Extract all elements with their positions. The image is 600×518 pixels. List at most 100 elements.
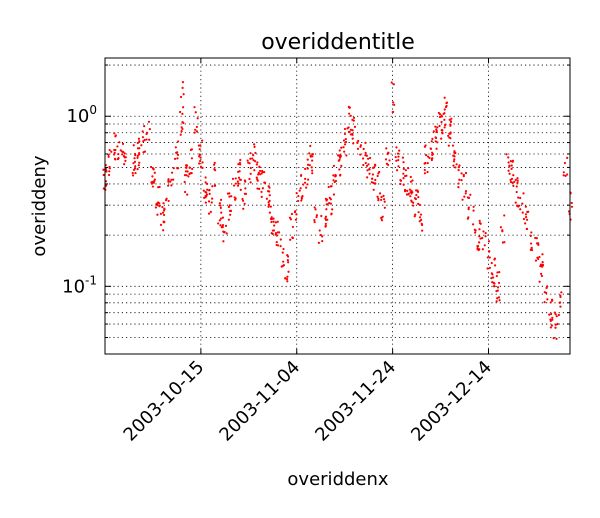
data-point-dot [369, 156, 372, 160]
data-point-dot [366, 176, 369, 179]
data-point [241, 179, 248, 210]
data-point [327, 185, 334, 216]
data-point-dot [220, 211, 223, 214]
data-point-dot [293, 211, 297, 214]
data-point-dot [378, 192, 382, 195]
data-point-dot [123, 163, 126, 166]
data-point-dot [152, 168, 155, 171]
data-point-dot [276, 244, 280, 247]
data-point-dot [380, 198, 383, 202]
data-point-dot [516, 181, 519, 184]
data-point-dot [198, 148, 201, 151]
data-point-dot [181, 81, 185, 84]
data-point-dot [448, 136, 451, 139]
data-point-dot [521, 211, 524, 214]
data-point-dot [387, 163, 390, 166]
data-point-dot [124, 159, 127, 162]
data-point-dot [562, 171, 565, 174]
data-point-dot [484, 231, 487, 235]
data-point-dot [252, 154, 255, 157]
data-point-dot [474, 229, 477, 232]
data-point [236, 158, 242, 191]
data-point-dot [244, 180, 247, 183]
data-point-dot [204, 201, 207, 204]
data-point-dot [493, 257, 497, 260]
data-point-dot [514, 178, 517, 181]
data-point-dot [406, 189, 409, 192]
data-point-dot [132, 144, 135, 147]
data-point-dot [253, 143, 256, 146]
data-point-dot [339, 156, 342, 159]
data-point-dot [185, 174, 188, 177]
data-point-dot [195, 125, 198, 129]
data-point-dot [343, 143, 347, 146]
data-point-dot [221, 225, 224, 229]
data-point-dot [105, 184, 108, 187]
data-point-dot [136, 141, 139, 145]
data-point-dot [457, 166, 460, 169]
data-point-dot [457, 182, 460, 185]
data-point-dot [325, 203, 328, 206]
data-point-dot [509, 178, 512, 181]
data-point-dot [142, 140, 145, 143]
data-point-dot [294, 218, 298, 221]
data-point [231, 177, 237, 201]
data-point-dot [164, 199, 168, 202]
data-point-dot [329, 185, 332, 188]
data-point-dot [501, 230, 504, 233]
data-point-dot [390, 81, 393, 84]
data-point-dot [338, 158, 341, 161]
data-point-dot [110, 150, 113, 153]
data-point-dot [269, 205, 272, 208]
data-point-dot [402, 167, 405, 170]
data-point-dot [182, 106, 185, 109]
data-point-dot [267, 205, 270, 208]
data-point-dot [364, 161, 367, 165]
data-point-dot [213, 184, 216, 187]
data-point-dot [133, 152, 137, 156]
data-point-dot [491, 273, 494, 276]
data-point-dot [185, 166, 188, 169]
data-point-dot [118, 141, 121, 144]
data-point-dot [180, 130, 183, 133]
data-point [447, 117, 453, 147]
data-point-dot [270, 218, 273, 221]
data-point-dot [244, 187, 247, 190]
data-point [113, 132, 117, 161]
data-point-dot [538, 280, 541, 283]
data-point-dot [342, 146, 345, 149]
data-point-dot [498, 299, 501, 302]
data-point-dot [300, 173, 303, 177]
data-point-dot [401, 156, 405, 159]
data-point [403, 167, 410, 196]
data-point-dot [488, 249, 491, 253]
data-point-dot [388, 159, 391, 162]
data-point-dot [162, 213, 166, 217]
data-point [193, 106, 199, 134]
data-point-dot [313, 219, 316, 222]
data-point-dot [525, 227, 528, 231]
data-point-dot [180, 126, 183, 129]
data-point [529, 231, 534, 252]
data-point-dot [278, 231, 281, 234]
data-point-dot [218, 219, 221, 222]
data-point [418, 203, 424, 232]
data-point-dot [345, 154, 348, 157]
data-point-dot [519, 196, 522, 200]
data-point-dot [505, 153, 508, 156]
data-point-dot [249, 181, 252, 184]
data-point-dot [551, 316, 554, 319]
data-point-dot [332, 164, 335, 167]
data-point-dot [431, 153, 434, 156]
data-point [534, 236, 540, 262]
data-point-dot [546, 298, 549, 301]
data-point-dot [478, 219, 481, 222]
data-point [356, 139, 363, 156]
data-point-dot [496, 297, 499, 300]
data-point-dot [498, 271, 501, 274]
data-point-dot [395, 159, 398, 162]
data-point-dot [396, 152, 400, 155]
data-point-dot [122, 150, 125, 154]
data-point-dot [564, 174, 567, 177]
data-point-dot [163, 207, 166, 210]
